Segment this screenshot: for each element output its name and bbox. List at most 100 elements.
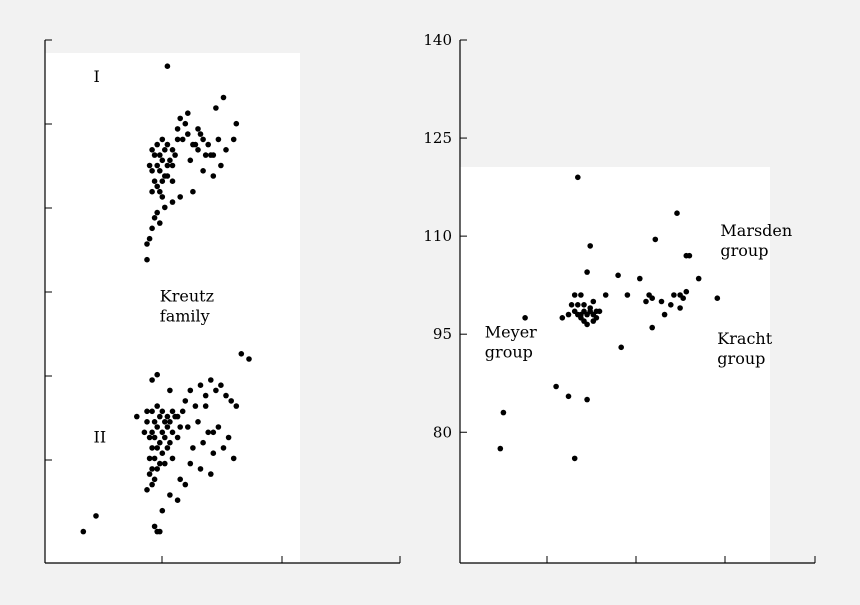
data-point [157, 152, 163, 158]
data-point [668, 302, 674, 308]
annotation-line: family [160, 307, 210, 326]
data-point [695, 275, 702, 282]
data-point [185, 424, 191, 430]
data-point [149, 445, 155, 451]
data-point [154, 403, 160, 409]
data-point [683, 288, 690, 295]
data-point [177, 424, 183, 430]
data-point [584, 269, 590, 275]
data-point [208, 152, 214, 158]
data-point [197, 466, 204, 472]
y-tick-label: 140 [423, 31, 452, 49]
annotation-line: group [485, 343, 533, 362]
data-point [164, 162, 171, 169]
data-point [565, 393, 572, 400]
annotation-label: Meyer group [485, 323, 537, 362]
data-point [151, 455, 158, 462]
data-point [159, 450, 166, 457]
left-annotations: I Kreutz family II [94, 67, 215, 447]
data-point [151, 152, 158, 158]
data-point [174, 497, 181, 504]
data-point [575, 174, 581, 181]
data-point [159, 429, 166, 436]
data-point [177, 194, 183, 200]
y-tick-label: 95 [433, 325, 452, 343]
data-point [246, 356, 252, 362]
data-point [172, 413, 178, 420]
y-tick-label: 125 [423, 129, 452, 147]
right-x-ticks [546, 556, 816, 563]
data-point [146, 434, 153, 441]
data-point [686, 252, 693, 259]
left-data-points [80, 63, 252, 535]
data-point [208, 471, 214, 477]
data-point [151, 523, 158, 530]
data-point [584, 321, 590, 328]
right-data-points [497, 174, 721, 462]
annotation-line: group [720, 241, 768, 260]
data-point [680, 295, 686, 302]
annotation-line: Marsden [720, 221, 792, 240]
data-point [233, 403, 240, 409]
data-point [80, 528, 87, 535]
data-point [714, 295, 721, 302]
left-x-ticks [161, 556, 401, 563]
data-point [624, 292, 631, 298]
data-point [154, 141, 160, 148]
data-point [553, 383, 559, 390]
data-point [225, 434, 232, 441]
data-point [643, 298, 649, 305]
data-point [649, 295, 655, 302]
data-point [200, 439, 206, 446]
data-point [187, 387, 194, 394]
data-point [167, 157, 173, 164]
data-point [149, 188, 155, 195]
y-tick-label: 110 [423, 227, 452, 245]
data-point [218, 382, 224, 389]
data-point [200, 136, 206, 143]
data-point [151, 419, 158, 425]
data-point [146, 162, 153, 169]
data-point [162, 419, 168, 425]
data-point [615, 272, 621, 279]
data-point [159, 136, 166, 143]
data-point [593, 308, 600, 315]
data-point [192, 141, 199, 148]
data-point [149, 481, 155, 488]
data-point [167, 419, 173, 425]
data-point [185, 131, 191, 137]
data-point [159, 408, 166, 415]
data-point [162, 434, 168, 441]
data-point [167, 439, 173, 446]
y-tick-label: 80 [433, 423, 452, 441]
data-point [141, 429, 148, 436]
data-point [144, 256, 150, 263]
data-point [195, 147, 201, 153]
data-point [649, 324, 655, 331]
data-point [159, 194, 166, 200]
data-point [223, 147, 229, 153]
data-point [575, 302, 581, 308]
data-point [157, 460, 163, 467]
data-point [169, 162, 176, 169]
data-point [584, 396, 590, 403]
data-point [208, 377, 214, 383]
data-point [151, 215, 158, 221]
data-point [164, 445, 171, 451]
data-point [200, 168, 206, 174]
annotation-line: II [94, 428, 107, 447]
left-panel: I Kreutz family II [44, 39, 401, 564]
data-point [149, 466, 155, 472]
data-point [218, 162, 224, 169]
data-point [197, 382, 204, 389]
data-point [223, 392, 229, 399]
data-point [177, 476, 183, 483]
data-point [157, 413, 163, 420]
data-point [220, 94, 227, 101]
data-point [174, 136, 181, 143]
data-point [169, 455, 176, 462]
data-point [671, 292, 677, 298]
data-point [202, 392, 209, 399]
